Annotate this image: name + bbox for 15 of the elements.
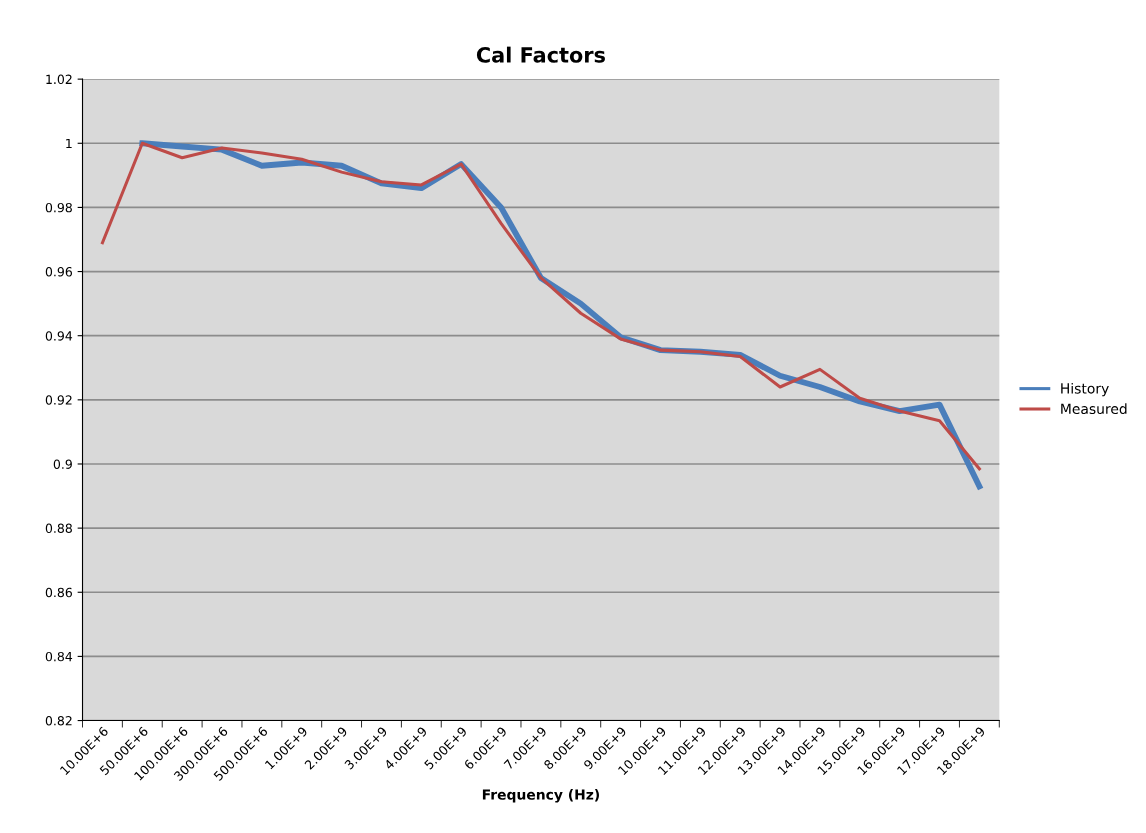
legend-label: Measured <box>1061 403 1127 415</box>
legend-label: History <box>1061 382 1109 397</box>
y-tick-label: 0.98 <box>45 202 72 213</box>
y-tick-label: 1 <box>66 138 72 149</box>
y-tick-label: 0.88 <box>45 523 72 534</box>
y-tick-label: 0.82 <box>45 716 72 726</box>
y-tick-label: 0.84 <box>45 651 73 662</box>
y-tick-label: 0.86 <box>45 587 72 598</box>
y-tick-label: 0.9 <box>53 459 72 469</box>
y-tick-label: 0.96 <box>45 267 72 277</box>
x-axis-title: Frequency (Hz) <box>482 789 599 803</box>
y-tick-label: 0.94 <box>45 331 73 341</box>
chart-title: Cal Factors <box>476 46 605 63</box>
y-tick-label: 1.02 <box>46 74 72 85</box>
y-tick-label: 0.92 <box>45 395 72 405</box>
